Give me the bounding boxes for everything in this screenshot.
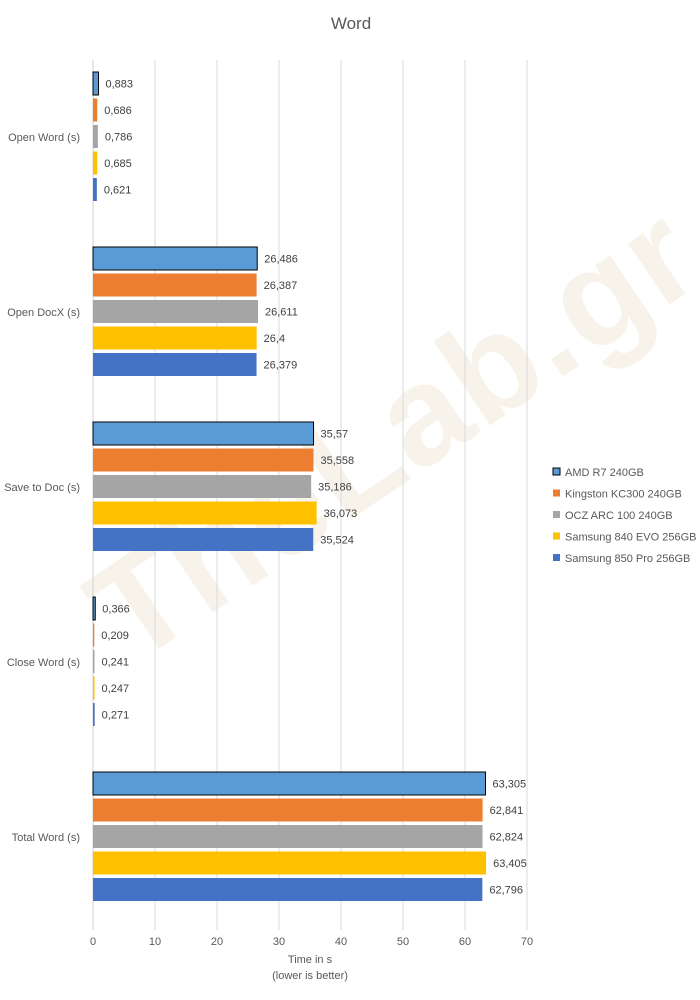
- x-tick-label: 10: [149, 936, 161, 948]
- bar: [93, 703, 95, 726]
- legend-swatch: [552, 467, 561, 476]
- x-axis-label-line-1: Time in s: [288, 954, 333, 966]
- bar: [93, 125, 98, 148]
- x-tick-label: 60: [459, 936, 471, 948]
- legend-swatch: [553, 554, 560, 561]
- legend-label: AMD R7 240GB: [565, 467, 644, 479]
- x-tick-labels: 0 10 20 30 40 50 60 70: [90, 936, 533, 948]
- bar-value-label: 0,685: [104, 158, 132, 170]
- bars: [92, 71, 487, 901]
- legend-swatch: [553, 489, 560, 497]
- chart-title: Word: [331, 14, 371, 33]
- bar: [92, 596, 96, 621]
- bar-value-label: 26,611: [265, 307, 298, 319]
- x-tick-label: 70: [521, 936, 533, 948]
- category-label: Open Word (s): [8, 132, 80, 144]
- bar-value-label: 0,209: [101, 630, 129, 642]
- bar: [93, 273, 257, 297]
- bar: [93, 798, 483, 822]
- bar-value-label: 63,305: [492, 779, 526, 791]
- legend-label: Samsung 840 EVO 256GB: [565, 532, 696, 544]
- bar-value-label: 0,366: [102, 604, 130, 616]
- category-label: Open DocX (s): [7, 307, 80, 319]
- bar: [93, 353, 257, 376]
- bar-value-label: 26,486: [264, 254, 298, 266]
- bar-value-label: 62,796: [489, 885, 523, 897]
- bar: [93, 623, 95, 647]
- category-label: Total Word (s): [12, 832, 80, 844]
- bar: [93, 98, 98, 122]
- bar: [93, 475, 312, 498]
- bar: [92, 421, 315, 446]
- bar-value-label: 0,686: [104, 105, 132, 117]
- bar-value-label: 62,824: [490, 832, 524, 844]
- bar-value-label: 0,621: [104, 185, 132, 197]
- bar: [93, 528, 314, 551]
- bar-value-label: 0,883: [105, 79, 133, 91]
- bar: [92, 71, 99, 96]
- category-label: Save to Doc (s): [4, 482, 80, 494]
- bar-value-label: 26,4: [264, 333, 285, 345]
- x-tick-label: 30: [273, 936, 285, 948]
- bar: [92, 771, 486, 796]
- bar: [93, 300, 258, 323]
- bar-value-label: 26,387: [264, 280, 298, 292]
- bar: [93, 650, 95, 673]
- bar-value-label: 35,558: [320, 455, 354, 467]
- category-label: Close Word (s): [7, 657, 80, 669]
- bar: [93, 151, 98, 175]
- bar-value-label: 35,186: [318, 482, 352, 494]
- bar-value-label: 36,073: [324, 508, 358, 520]
- bar: [93, 501, 317, 525]
- bar: [93, 676, 95, 700]
- x-tick-label: 40: [335, 936, 347, 948]
- bar: [92, 246, 258, 271]
- legend-swatch: [553, 511, 560, 518]
- bar-value-label: 0,247: [102, 683, 130, 695]
- bar-value-label: 26,379: [264, 360, 298, 372]
- bar: [93, 326, 257, 350]
- x-axis-label-line-2: (lower is better): [272, 970, 348, 982]
- bar: [93, 825, 483, 848]
- bar-value-label: 0,241: [101, 657, 129, 669]
- bar: [93, 448, 314, 472]
- bar-value-label: 35,57: [321, 429, 349, 441]
- x-tick-label: 20: [211, 936, 223, 948]
- legend-label: OCZ ARC 100 240GB: [565, 510, 673, 522]
- bar-value-label: 0,271: [102, 710, 130, 722]
- x-tick-label: 50: [397, 936, 409, 948]
- bar-value-label: 63,405: [493, 858, 527, 870]
- bar-value-label: 0,786: [105, 132, 133, 144]
- legend: AMD R7 240GB Kingston KC300 240GB OCZ ARC …: [552, 467, 696, 565]
- legend-label: Samsung 850 Pro 256GB: [565, 553, 690, 565]
- legend-swatch: [553, 532, 560, 540]
- value-labels: 0,883 0,686 0,786 0,685 0,621 26,486 26,387 26,…: [101, 79, 526, 897]
- x-tick-label: 0: [90, 936, 96, 948]
- bar: [93, 178, 97, 201]
- legend-label: Kingston KC300 240GB: [565, 489, 682, 501]
- bar: [93, 851, 487, 875]
- category-labels: Open Word (s) Open DocX (s) Save to Doc (s…: [4, 132, 80, 844]
- bar: [93, 878, 483, 901]
- bar-value-label: 62,841: [490, 805, 524, 817]
- bar-value-label: 35,524: [320, 535, 354, 547]
